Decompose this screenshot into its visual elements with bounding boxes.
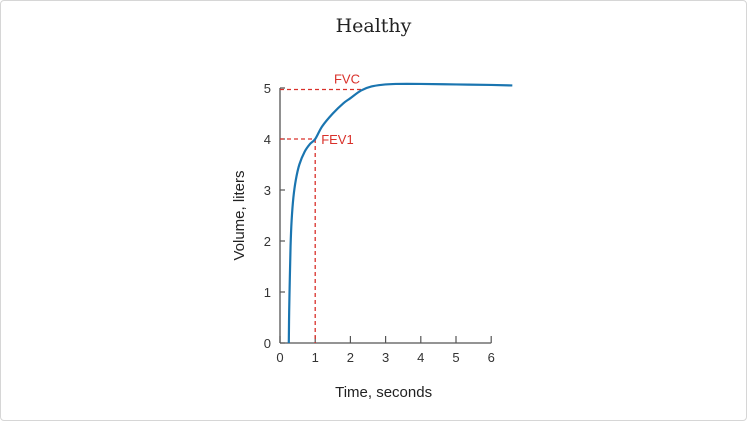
y-tick-label: 2	[264, 234, 271, 249]
x-tick-label: 3	[382, 350, 389, 365]
fvc-label: FVC	[334, 72, 360, 87]
y-tick-label: 1	[264, 285, 271, 300]
volume-curve	[287, 82, 513, 344]
fev1-label: FEV1	[321, 132, 354, 147]
y-tick-label: 3	[264, 183, 271, 198]
y-tick-label: 4	[264, 132, 271, 147]
y-tick-label: 5	[264, 81, 271, 96]
x-tick-label: 1	[312, 350, 319, 365]
y-axis-label: Volume, liters	[231, 170, 248, 260]
chart-title: Healthy	[335, 15, 412, 37]
x-tick-label: 6	[488, 350, 495, 365]
y-tick-label: 0	[264, 336, 271, 351]
x-tick-label: 5	[452, 350, 459, 365]
x-axis-label: Time, seconds	[335, 384, 432, 401]
x-tick-label: 4	[417, 350, 424, 365]
x-tick-label: 0	[276, 350, 283, 365]
x-tick-label: 2	[347, 350, 354, 365]
